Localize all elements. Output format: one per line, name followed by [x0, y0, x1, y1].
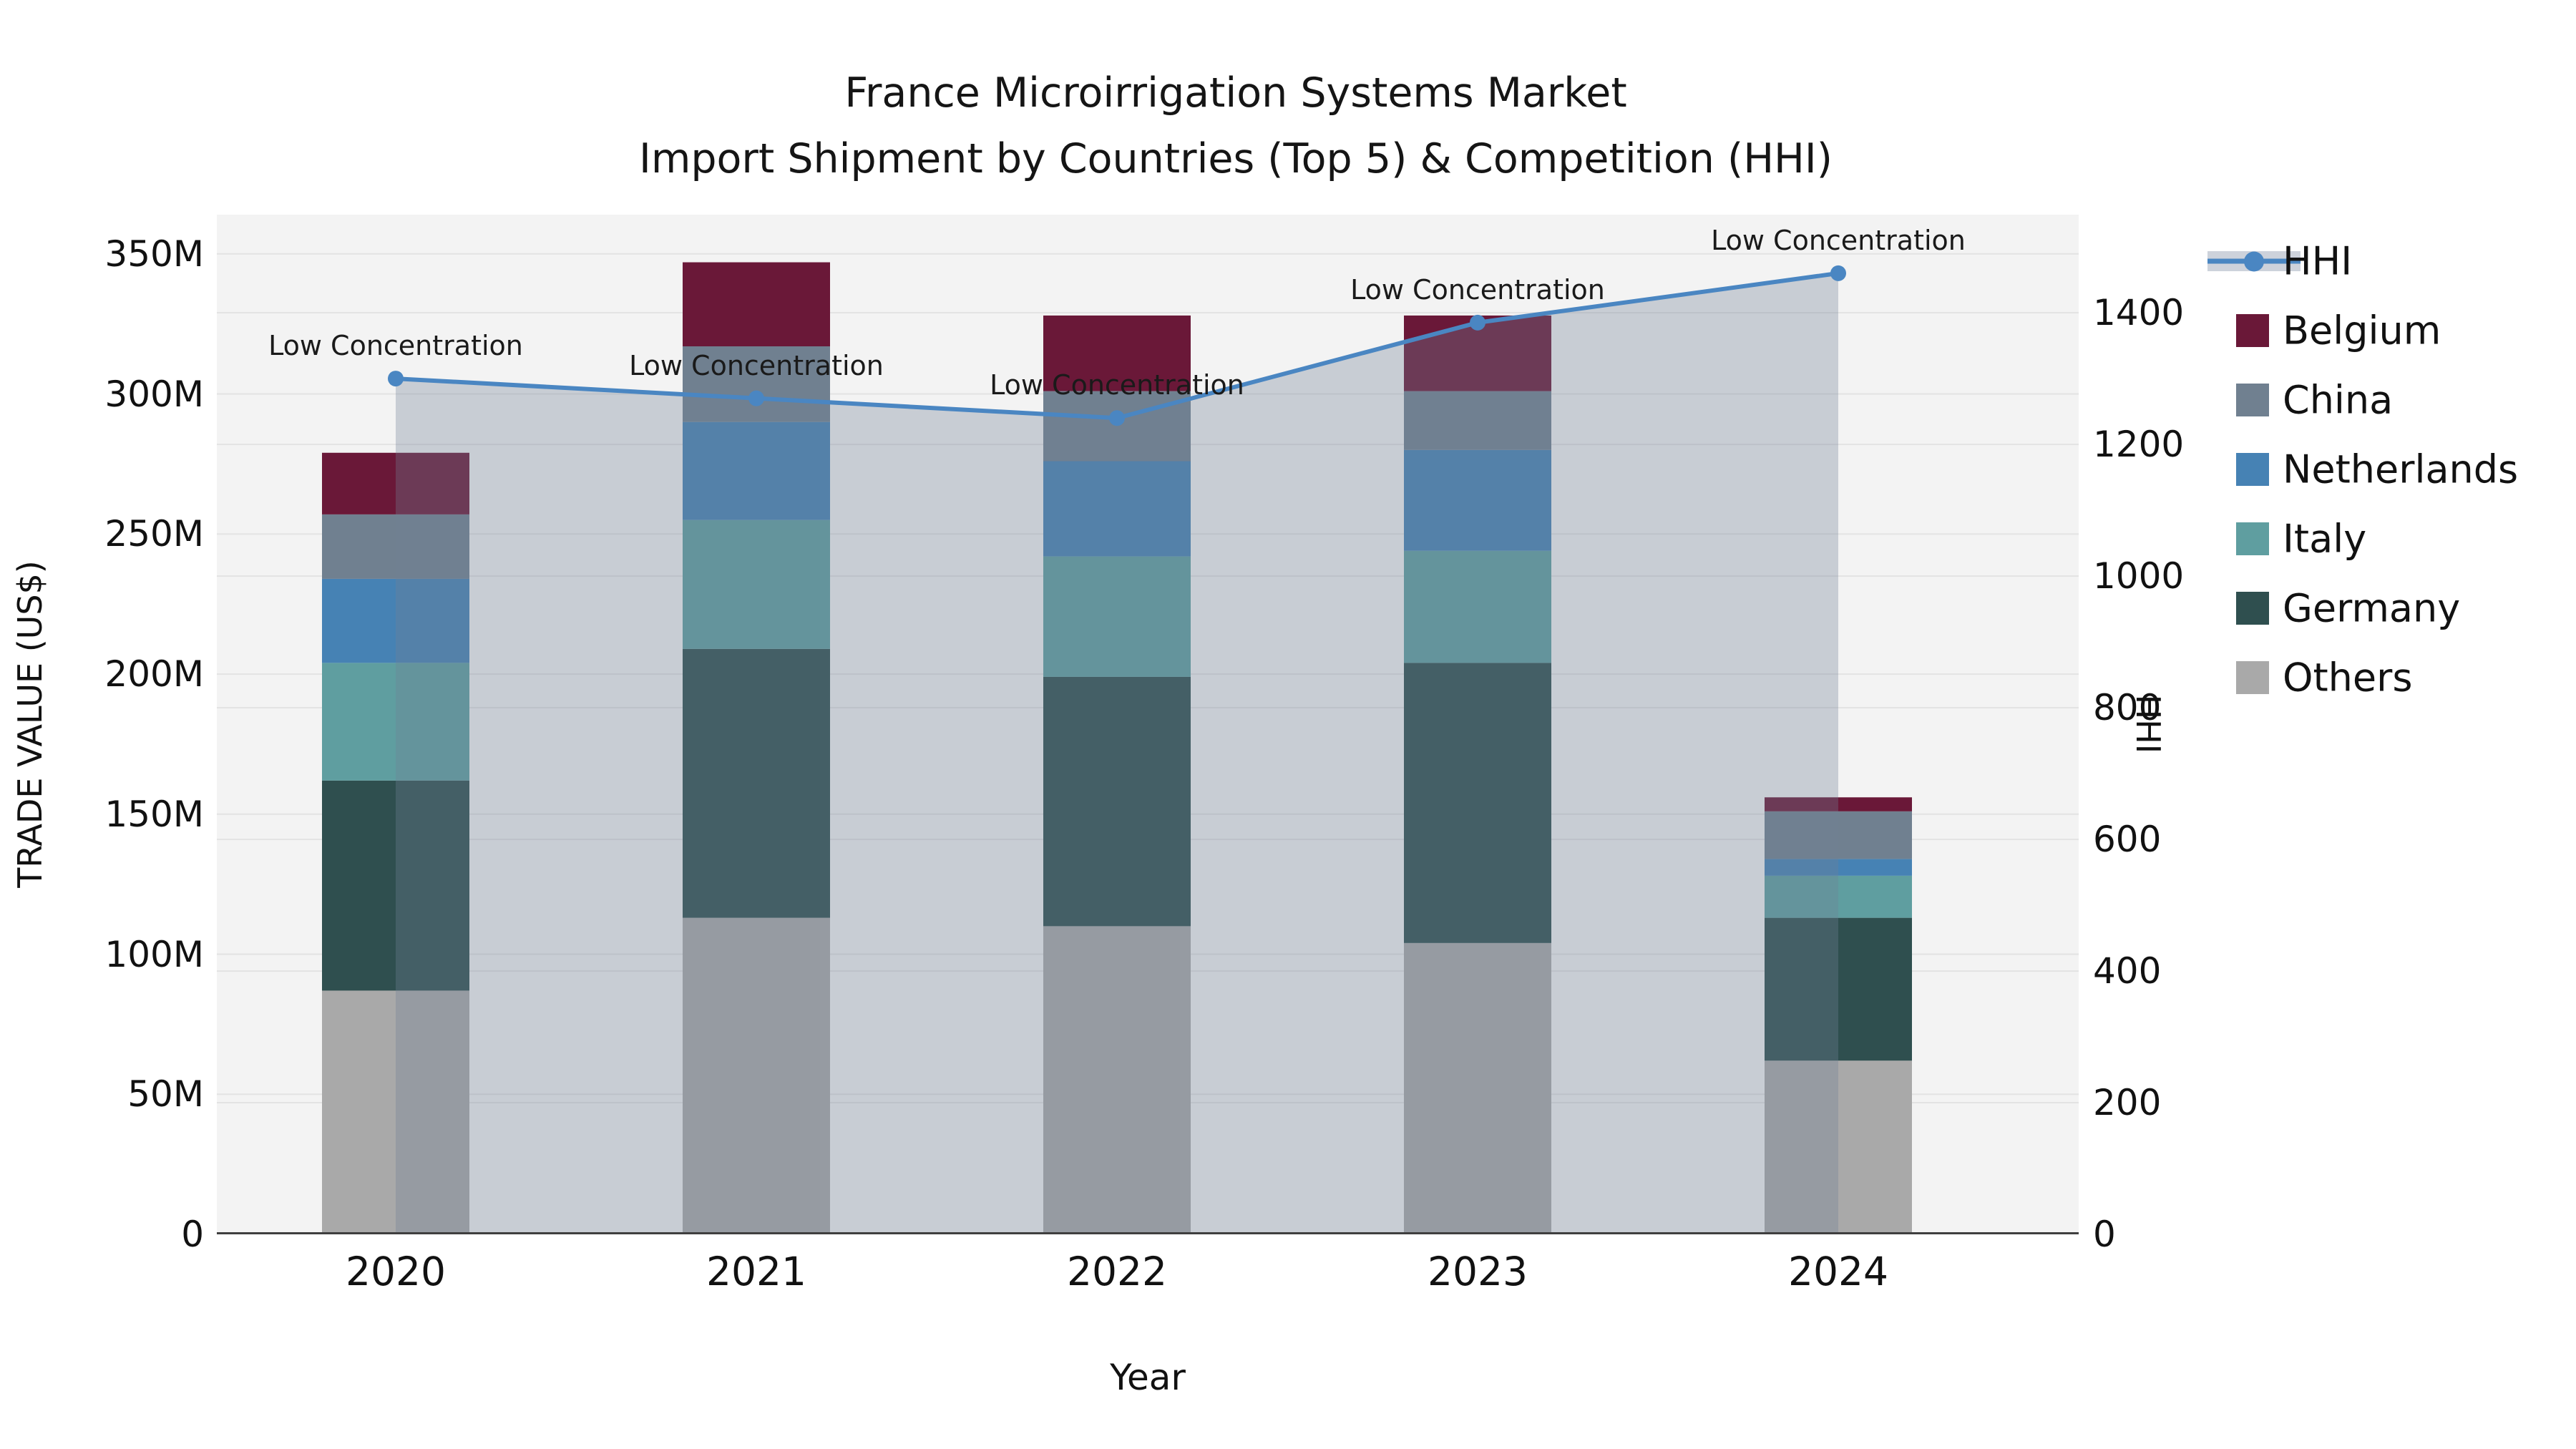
y-tick-left-150M: 150M [104, 793, 204, 835]
x-tick-2020: 2020 [346, 1249, 446, 1294]
legend-swatch-netherlands [2236, 453, 2269, 486]
x-axis-title: Year [1110, 1357, 1186, 1398]
legend-label-china: China [2283, 377, 2394, 423]
bar-segment-netherlands-2021 [683, 421, 830, 520]
plot-area [217, 215, 2079, 1235]
y-tick-right-0: 0 [2093, 1214, 2116, 1255]
bar-segment-italy-2022 [1043, 556, 1191, 677]
bar-segment-netherlands-2023 [1404, 449, 1551, 551]
legend-label-germany: Germany [2283, 585, 2461, 631]
bar-segment-netherlands-2020 [322, 578, 469, 663]
hhi-area [396, 273, 1838, 1235]
bar-segment-others-2020 [322, 990, 469, 1234]
chart-title-line1: France Microirrigation Systems Market [844, 69, 1627, 117]
y-tick-left-250M: 250M [104, 513, 204, 555]
bar-segment-germany-2020 [322, 780, 469, 991]
bar-segment-netherlands-2024 [1765, 859, 1912, 876]
x-axis-line [217, 1232, 2079, 1234]
y-tick-right-1200: 1200 [2093, 424, 2185, 466]
y-tick-left-300M: 300M [104, 373, 204, 415]
chart-title-line2: Import Shipment by Countries (Top 5) & C… [639, 135, 1833, 182]
y-tick-right-600: 600 [2093, 819, 2162, 861]
legend-hhi-marker-sample [2244, 251, 2264, 271]
bar-segment-belgium-2022 [1043, 315, 1191, 391]
y-tick-right-1400: 1400 [2093, 292, 2185, 334]
legend-label-belgium: Belgium [2283, 308, 2441, 353]
bar-segment-italy-2021 [683, 519, 830, 649]
bar-segment-china-2023 [1404, 391, 1551, 450]
legend-hhi-line-sample [2207, 251, 2301, 271]
bar-segment-china-2021 [683, 346, 830, 422]
legend-swatch-china [2236, 384, 2269, 416]
x-tick-2023: 2023 [1428, 1249, 1528, 1294]
legend-item-china: China [2207, 377, 2537, 423]
annotation-2023: Low Concentration [1350, 273, 1605, 306]
x-tick-2021: 2021 [706, 1249, 806, 1294]
legend-label-italy: Italy [2283, 516, 2367, 562]
annotation-2020: Low Concentration [268, 330, 523, 362]
bar-segment-others-2023 [1404, 942, 1551, 1234]
hhi-marker-2020 [388, 371, 404, 387]
legend-label-netherlands: Netherlands [2283, 447, 2519, 492]
legend-item-others: Others [2207, 655, 2537, 701]
gridline [217, 253, 2079, 255]
chart-canvas [217, 253, 2079, 1235]
bar-segment-germany-2024 [1765, 917, 1912, 1061]
y-tick-left-50M: 50M [127, 1073, 204, 1116]
y-tick-left-200M: 200M [104, 653, 204, 696]
legend-item-germany: Germany [2207, 585, 2537, 631]
hhi-marker-2024 [1830, 265, 1846, 281]
legend-label-hhi: HHI [2283, 238, 2353, 284]
bar-segment-germany-2022 [1043, 676, 1191, 927]
bar-segment-italy-2020 [322, 663, 469, 781]
bar-segment-others-2024 [1765, 1060, 1912, 1234]
y-tick-left-350M: 350M [104, 233, 204, 275]
annotation-2021: Low Concentration [629, 349, 884, 381]
hhi-marker-2021 [748, 390, 764, 406]
hhi-marker-2023 [1470, 314, 1485, 331]
legend-item-belgium: Belgium [2207, 308, 2537, 353]
bar-segment-germany-2023 [1404, 663, 1551, 943]
y-tick-right-200: 200 [2093, 1082, 2162, 1123]
y-axis-left-title: TRADE VALUE (US$) [11, 560, 49, 888]
legend-item-italy: Italy [2207, 516, 2537, 562]
x-tick-2022: 2022 [1067, 1249, 1167, 1294]
legend-item-hhi: HHI [2207, 238, 2537, 284]
bar-segment-belgium-2024 [1765, 797, 1912, 811]
hhi-marker-2022 [1109, 410, 1125, 426]
gridline [217, 312, 2079, 314]
bar-segment-italy-2024 [1765, 875, 1912, 918]
y-axis-right-title: HHI [2129, 694, 2167, 754]
bar-segment-others-2022 [1043, 926, 1191, 1234]
annotation-2024: Low Concentration [1711, 224, 1966, 256]
bar-segment-china-2022 [1043, 391, 1191, 462]
legend-swatch-others [2236, 661, 2269, 694]
bar-segment-others-2021 [683, 917, 830, 1234]
bar-segment-china-2020 [322, 514, 469, 579]
bar-segment-germany-2021 [683, 648, 830, 918]
y-tick-left-0: 0 [181, 1214, 204, 1255]
y-tick-left-100M: 100M [104, 933, 204, 975]
legend-swatch-italy [2236, 522, 2269, 555]
y-tick-right-400: 400 [2093, 950, 2162, 992]
y-tick-right-1000: 1000 [2093, 555, 2185, 597]
annotation-2022: Low Concentration [990, 369, 1244, 401]
bar-segment-netherlands-2022 [1043, 461, 1191, 557]
legend-item-netherlands: Netherlands [2207, 447, 2537, 492]
bar-segment-italy-2023 [1404, 550, 1551, 663]
x-tick-2024: 2024 [1788, 1249, 1888, 1294]
y-tick-right-800: 800 [2093, 687, 2162, 729]
bar-segment-china-2024 [1765, 811, 1912, 859]
legend-swatch-germany [2236, 592, 2269, 625]
bar-segment-belgium-2021 [683, 262, 830, 346]
legend-label-others: Others [2283, 655, 2413, 701]
bar-segment-belgium-2020 [322, 452, 469, 514]
legend-swatch-belgium [2236, 314, 2269, 347]
